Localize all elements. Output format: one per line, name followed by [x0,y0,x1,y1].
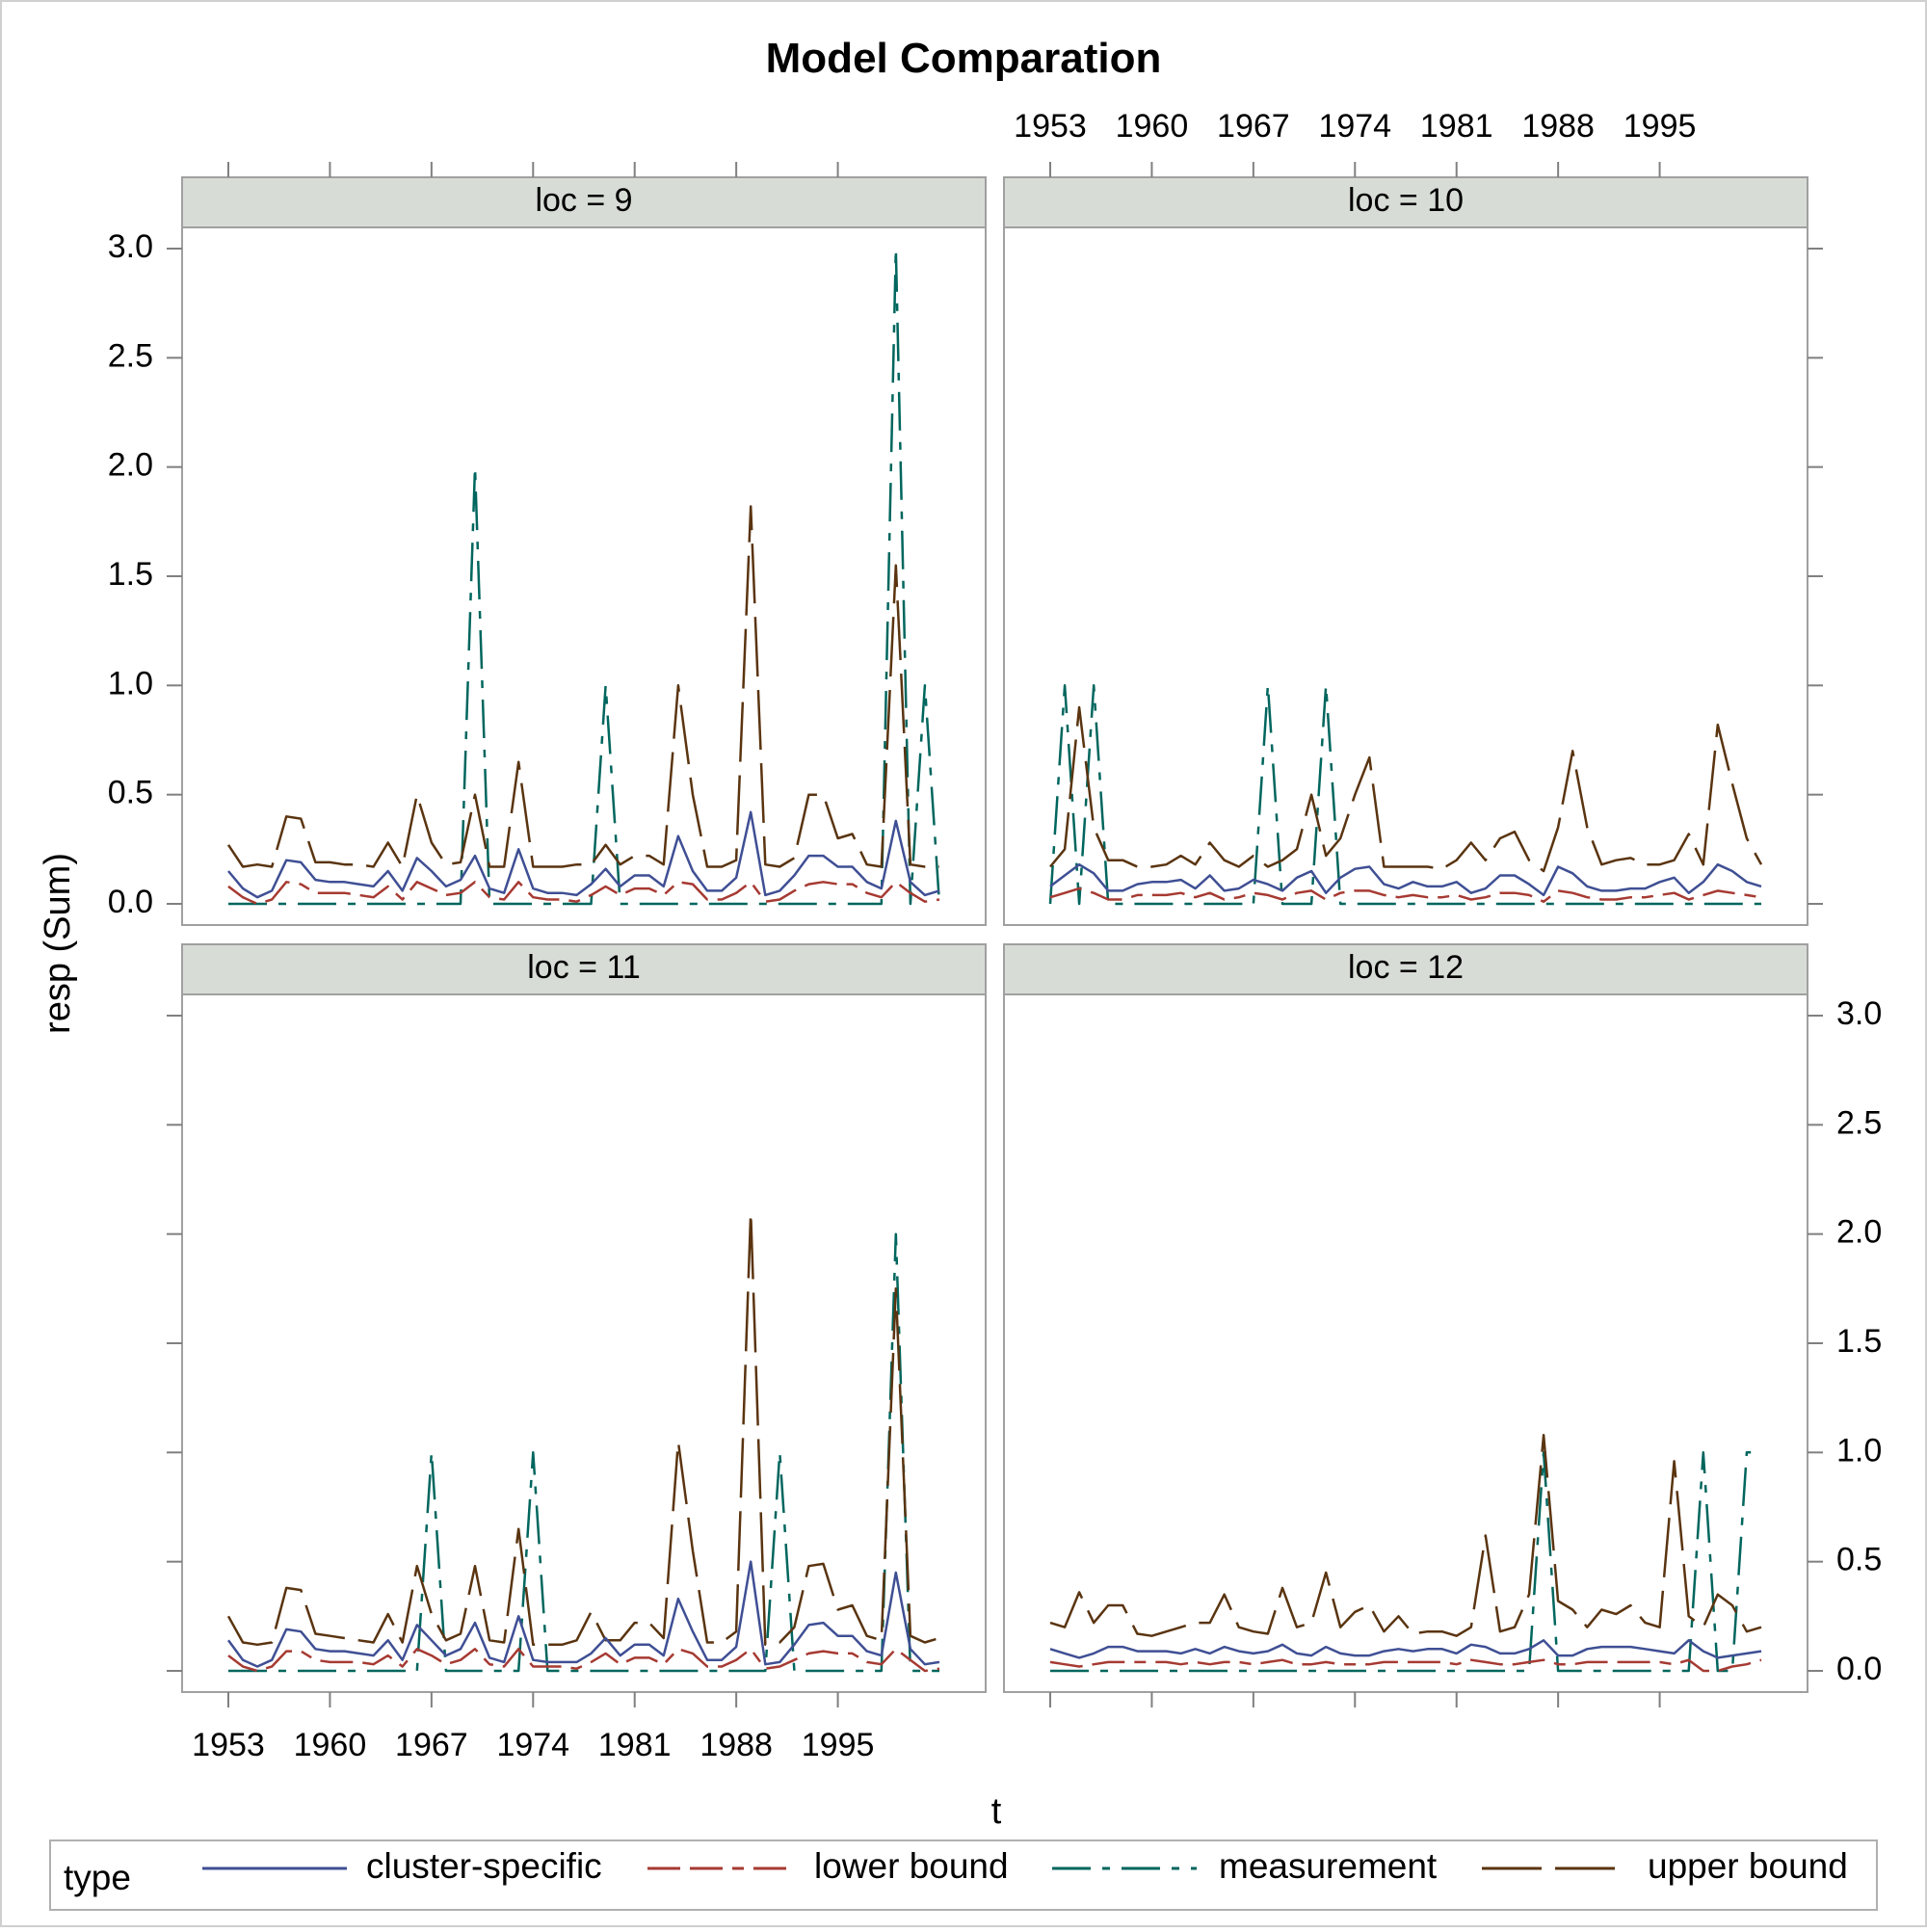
legend-frame [49,1839,1878,1911]
y-axis-label: resp (Sum) [38,853,78,1034]
x-tick-label-bottom: 1960 [294,1727,367,1763]
y-tick-label-right: 2.5 [1836,1104,1882,1141]
panel-loc-10: loc = 10 [1003,176,1808,926]
axes-layer: 1953 1960 1967 1974 1981 1988 1995 1953 1960 1967… [108,108,1883,1763]
y-tick-label-left: 1.0 [108,665,153,701]
x-tick-label-bottom: 1967 [395,1727,468,1763]
panel-frame [181,226,987,926]
legend-label-measurement: measurement [1219,1846,1438,1886]
series-line-upper-bound [226,1210,940,1647]
panels-layer: loc = 9 loc = 10 loc = 11 loc = 12 [181,176,1808,1693]
y-tick-label-left: 2.5 [108,337,153,374]
y-tick-label-right: 2.0 [1836,1214,1882,1251]
panel-frame [1003,993,1808,1693]
y-tick-label-left: 3.0 [108,228,153,265]
y-tick-label-left: 0.0 [108,884,153,920]
legend-label-cluster-specific: cluster-specific [366,1846,602,1886]
y-tick-label-right: 1.0 [1836,1432,1882,1469]
x-tick-label-bottom: 1981 [598,1727,672,1763]
panel-strip-label: loc = 12 [1348,949,1464,986]
y-tick-label-right: 1.5 [1836,1323,1882,1360]
x-tick-label-top: 1967 [1217,108,1290,145]
series-line-lower-bound [1049,1658,1762,1673]
x-tick-label-bottom: 1995 [802,1727,875,1763]
x-tick-label-bottom: 1953 [192,1727,265,1763]
x-tick-label-bottom: 1974 [496,1727,569,1763]
series-line-upper-bound [226,505,939,868]
panel-strip-label: loc = 10 [1348,182,1464,219]
x-tick-label-top: 1960 [1116,108,1189,145]
x-tick-label-top: 1981 [1420,108,1493,145]
x-tick-label-top: 1974 [1318,108,1391,145]
series-line-measurement [1048,684,1761,906]
y-tick-label-right: 3.0 [1836,995,1882,1032]
series-line-measurement [228,1232,939,1673]
panel-loc-11: loc = 11 [181,943,987,1693]
legend: type cluster-specific lower bound measur… [49,1839,1878,1911]
x-tick-label-top: 1995 [1623,108,1697,145]
series-line-upper-bound [1049,1433,1762,1637]
series-line-upper-bound [1049,705,1763,873]
panel-frame [1003,226,1808,926]
series-line-measurement [1050,1451,1761,1673]
series-line-lower-bound [1049,887,1762,903]
x-axis-label: t [991,1791,1002,1832]
y-tick-label-left: 2.0 [108,447,153,484]
series-line-cluster-specific [226,1560,940,1668]
y-tick-label-right: 0.0 [1836,1651,1882,1687]
x-tick-label-bottom: 1988 [700,1727,773,1763]
panel-strip-label: loc = 11 [527,949,641,986]
panel-strip [1003,943,1808,995]
y-tick-label-left: 0.5 [108,775,153,811]
legend-title: type [64,1858,131,1897]
panel-strip [1003,176,1808,228]
panel-strip [181,176,987,228]
chart-title: Model Comparation [766,35,1162,82]
x-tick-label-top: 1988 [1521,108,1595,145]
panel-frame [181,993,987,1693]
panel-strip-label: loc = 9 [535,182,632,219]
series-line-lower-bound [227,1648,940,1673]
series-line-cluster-specific [1049,862,1762,897]
series-line-measurement [228,247,941,906]
y-tick-label-left: 1.5 [108,556,153,593]
x-tick-label-top: 1953 [1014,108,1087,145]
panel-strip [181,943,987,995]
series-line-lower-bound [227,881,940,906]
y-tick-label-right: 0.5 [1836,1542,1882,1578]
legend-label-upper-bound: upper bound [1648,1846,1848,1886]
series-line-cluster-specific [227,810,940,899]
panel-loc-12: loc = 12 [1003,943,1808,1693]
panel-loc-9: loc = 9 [181,176,987,926]
legend-label-lower-bound: lower bound [814,1846,1009,1886]
series-line-cluster-specific [1049,1639,1762,1659]
